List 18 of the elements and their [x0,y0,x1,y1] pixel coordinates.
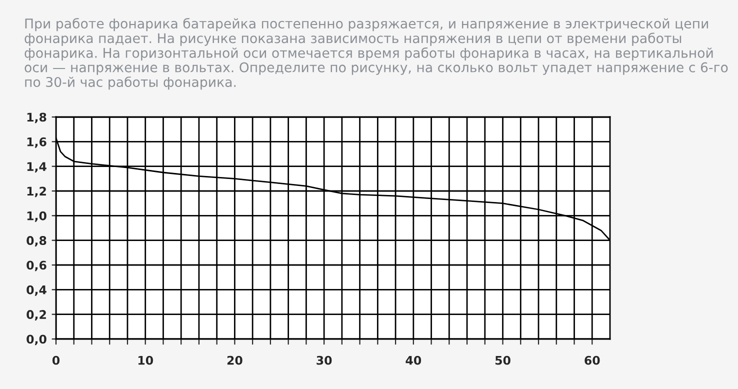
y-tick-label: 0,2 [26,310,46,320]
y-tick-label: 0,4 [26,285,46,296]
y-tick-label: 1,4 [27,162,46,172]
x-tick-label: 0 [52,356,60,365]
x-tick-label: 60 [584,356,600,365]
y-tick-label: 1,0 [27,211,46,222]
y-tick-label: 1,6 [27,137,46,148]
y-tick-label: 0,8 [26,236,46,246]
x-tick-label: 20 [227,356,242,365]
x-tick-label: 50 [495,356,510,365]
x-tick-label: 40 [406,356,422,365]
y-tick-label: 0,6 [26,260,46,272]
x-tick-label: 10 [138,356,154,365]
y-tick-label: 1,8 [27,112,46,124]
y-tick-label: 1,2 [27,186,46,198]
x-tick-label: 30 [316,356,332,365]
y-tick-label: 0,0 [26,334,46,346]
chart-title: При работе фонарика батарейка постепенно разряжается, и напряжение в электрической цепи фонарика падает. На рисунке показана зависимость напряжения в цепи от времени работы фонарика. На горизонтальной оси отмечается время работы фонарика в часах, на вертикальной оси — напряжение в вольтах. Определите по рисунку, на сколько вольт упадет напряжение с 6-го по 30-й час работы фонарика. [24,18,728,90]
